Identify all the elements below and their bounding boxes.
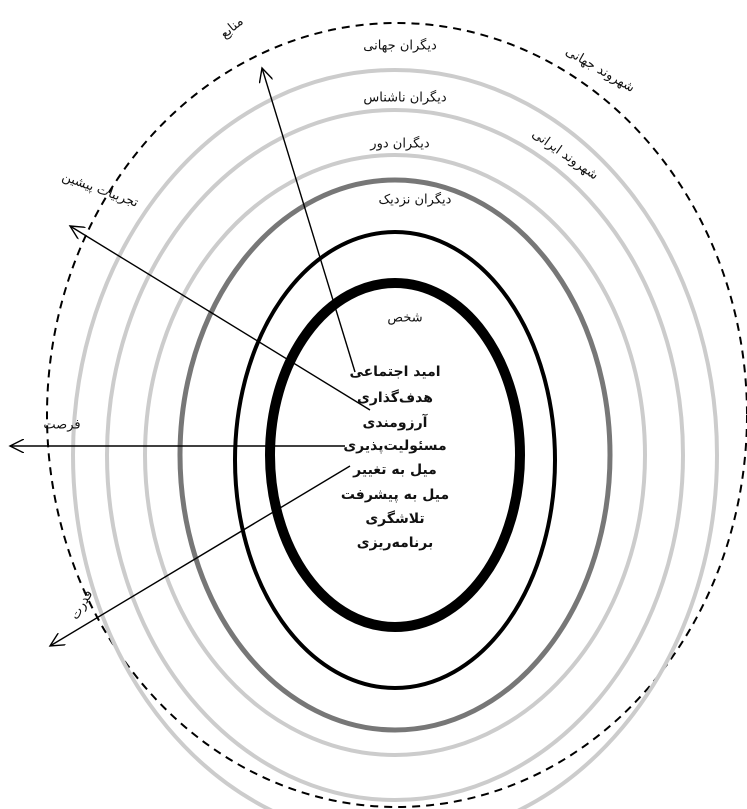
layer-label: دیگران نزدیک: [379, 192, 452, 208]
ring: [105, 108, 685, 802]
outer-dashed-ring: [46, 22, 747, 808]
trait: مسئولیت‌پذیری: [343, 438, 446, 454]
force-label: فرصت: [43, 418, 80, 433]
arrow: [70, 226, 371, 411]
layer-label: شخص: [387, 311, 422, 326]
trait: هدف‌گذاری: [357, 389, 433, 406]
force-label: تجربیات پیشین: [60, 169, 141, 211]
arrows: [10, 68, 371, 646]
ring: [233, 230, 557, 690]
layer-label: دیگران ناشناس: [363, 90, 446, 106]
trait: تلاشگری: [365, 510, 424, 527]
ring: [71, 68, 719, 809]
trait: آرزومندی: [363, 413, 429, 431]
citizenship-label: شهروند جهانی: [563, 44, 637, 96]
ring: [143, 153, 647, 757]
trait: میل به تغییر: [352, 462, 437, 478]
layer-label: دیگران جهانی: [363, 38, 437, 54]
trait: امید اجتماعی: [349, 364, 440, 380]
arrow: [262, 68, 356, 373]
traits: امید اجتماعی هدف‌گذاری آرزومندی مسئولیت‌…: [341, 364, 449, 551]
trait: میل به پیشرفت: [341, 487, 449, 503]
arrow: [50, 465, 351, 646]
trait: برنامه‌ریزی: [357, 535, 434, 551]
force-label: منابع: [217, 14, 246, 42]
ring: [265, 278, 525, 632]
rings: [46, 22, 747, 809]
layer-label: دیگران دور: [369, 136, 430, 152]
ring: [177, 177, 613, 733]
force-label: قدرت: [68, 588, 97, 623]
